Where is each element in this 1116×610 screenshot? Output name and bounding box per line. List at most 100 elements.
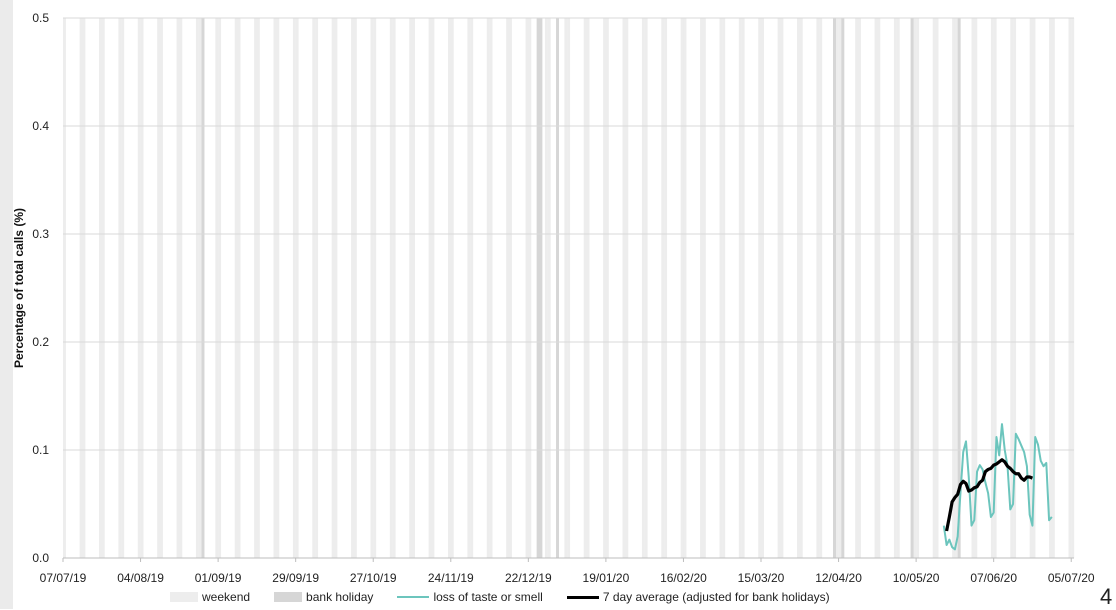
weekend-band [486,18,490,558]
bank-holiday-band [833,18,836,558]
weekend-band [256,18,260,558]
x-tick-label: 19/01/20 [583,571,630,585]
weekend-band [993,18,997,558]
legend-label-7-day-average: 7 day average (adjusted for bank holiday… [602,590,830,604]
weekend-band [797,18,800,558]
x-tick-label: 04/08/19 [117,571,164,585]
weekend-band [450,18,454,558]
weekend-band [525,18,529,558]
weekend-band [644,18,648,558]
weekend-band [913,18,917,558]
weekend-band [215,18,219,558]
x-tick-label: 22/12/19 [505,571,552,585]
weekend-band [528,18,532,558]
weekend-band [874,18,878,558]
weekend-band [137,18,141,558]
weekend-band [353,18,357,558]
weekend-band [121,18,125,558]
y-tick-label: 0.0 [32,551,49,565]
weekend-band [315,18,319,558]
x-tick-label: 07/06/20 [970,571,1017,585]
weekend-band [625,18,629,558]
x-tick-label: 07/07/19 [40,571,87,585]
weekend-band [1071,18,1075,558]
weekend-band [758,18,762,558]
weekend-band [508,18,512,558]
weekend-band [741,18,745,558]
weekend-band [605,18,609,558]
weekend-band [857,18,861,558]
weekend-band [467,18,471,558]
weekend-band [935,18,939,558]
weekend-band [273,18,277,558]
weekend-band [954,18,958,558]
bank-holiday-band [556,18,560,558]
x-tick-label: 27/10/19 [350,571,397,585]
weekend-band [1049,18,1053,558]
weekend-band [683,18,687,558]
bank-holiday-band [910,18,914,558]
weekend-band [916,18,920,558]
weekend-band [564,18,568,558]
weekend-band [990,18,994,558]
legend-item-loss-of-taste: loss of taste or smell [397,590,543,604]
page-number: 4 [1100,584,1113,609]
weekend-band [234,18,238,558]
weekend-band [1068,18,1072,558]
legend: weekend bank holiday loss of taste or sm… [170,590,830,604]
weekend-band [719,18,723,558]
y-tick-label: 0.4 [32,119,49,133]
y-tick-label: 0.1 [32,443,49,457]
weekend-band [159,18,163,558]
x-tick-label: 15/03/20 [738,571,785,585]
weekend-band [470,18,474,558]
legend-label-loss-of-taste: loss of taste or smell [433,590,543,604]
weekend-band [1029,18,1033,558]
weekend-band [799,18,803,558]
bank-holiday-band [841,18,845,558]
weekend-band [276,18,280,558]
weekend-band [974,18,978,558]
x-tick-label: 29/09/19 [272,571,319,585]
weekend-band [218,18,222,558]
weekend-band [237,18,241,558]
weekend-band [140,18,144,558]
bank-holiday-band [539,18,543,558]
weekend-band [254,18,258,558]
weekend-band [176,18,180,558]
weekend-band [544,18,548,558]
weekend-band [780,18,784,558]
y-tick-label: 0.2 [32,335,49,349]
weekend-band [777,18,781,558]
series-line-7-day-average [945,458,1034,532]
weekend-band [1051,18,1055,558]
weekend-band [431,18,435,558]
weekend-band [312,18,316,558]
weekend-band [63,18,66,558]
weekend-band [702,18,706,558]
weekend-band [373,18,377,558]
weekend-band [331,18,335,558]
weekend-band [392,18,396,558]
weekend-band [1032,18,1036,558]
weekend-band [661,18,665,558]
weekend-band [641,18,645,558]
weekend-band [428,18,432,558]
legend-swatch-bank-holiday [274,592,303,602]
weekend-band [835,18,839,558]
y-axis-title: Percentage of total calls (%) [12,208,26,368]
weekend-band [489,18,493,558]
weekend-band [351,18,355,558]
weekend-band [1013,18,1017,558]
weekend-band [370,18,374,558]
weekend-band [932,18,936,558]
legend-item-weekend: weekend [170,590,250,604]
x-tick-label: 24/11/19 [428,571,474,585]
left-margin-strip [0,0,13,609]
x-tick-label: 12/04/20 [815,571,862,585]
weekend-band [816,18,820,558]
weekend-band [99,18,102,558]
legend-label-bank-holiday: bank holiday [306,590,374,604]
weekend-band [292,18,296,558]
